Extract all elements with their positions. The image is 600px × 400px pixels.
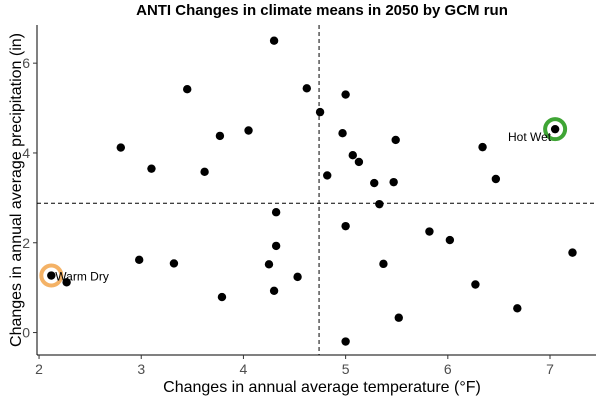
data-point — [341, 221, 350, 231]
highlight-label: Warm Dry — [55, 270, 109, 284]
data-point — [370, 178, 379, 188]
data-point — [200, 167, 209, 177]
data-point — [293, 272, 302, 282]
highlight-ring — [39, 263, 64, 288]
data-point — [550, 124, 560, 134]
x-tick-label: 7 — [546, 361, 554, 377]
y-tick-label: 6 — [22, 55, 30, 71]
data-point — [134, 255, 144, 265]
highlight-ring — [543, 117, 568, 142]
data-point — [116, 143, 125, 152]
data-point — [379, 259, 388, 269]
plot-area: 2 3 4 5 6 7 0 2 4 6 Warm Dry Hot Wet — [22, 25, 596, 377]
x-axis-label: Changes in annual average temperature (°… — [163, 379, 481, 396]
y-tick-label: 0 — [22, 325, 30, 341]
data-point — [375, 199, 384, 209]
data-point — [315, 107, 325, 117]
data-point — [338, 129, 347, 138]
data-point — [341, 90, 350, 99]
data-point — [391, 135, 400, 145]
data-point — [62, 278, 71, 287]
data-point — [271, 241, 281, 251]
x-tick-label: 6 — [444, 361, 452, 377]
y-tick-label: 2 — [22, 235, 30, 251]
data-point — [445, 235, 455, 245]
data-point — [348, 151, 357, 160]
chart-title: ANTI Changes in climate means in 2050 by… — [136, 2, 508, 19]
data-point — [394, 313, 403, 322]
data-point — [47, 271, 56, 280]
data-point — [341, 337, 350, 346]
data-point — [264, 260, 274, 269]
data-point — [568, 248, 577, 257]
data-point — [478, 142, 487, 152]
data-point — [471, 280, 480, 289]
data-point — [217, 292, 227, 302]
data-point — [491, 174, 501, 184]
data-point — [269, 286, 279, 295]
data-point — [302, 84, 311, 93]
data-point — [389, 177, 398, 187]
y-axis-label: Changes in annual average precipitation … — [8, 33, 25, 347]
data-point — [269, 36, 279, 45]
data-point — [271, 208, 281, 217]
data-point — [513, 304, 522, 313]
data-point — [215, 131, 225, 141]
data-point — [323, 171, 332, 180]
highlight-label: Hot Wet — [508, 130, 552, 144]
x-tick-label: 4 — [240, 361, 248, 377]
data-point — [147, 164, 156, 173]
x-tick-label: 5 — [342, 361, 350, 377]
x-tick-label: 3 — [137, 361, 145, 377]
data-point — [354, 157, 364, 167]
data-point — [169, 259, 179, 268]
data-point — [183, 85, 192, 94]
y-tick-label: 4 — [22, 145, 30, 161]
data-point — [244, 126, 253, 135]
x-tick-label: 2 — [35, 361, 43, 377]
data-point — [425, 227, 434, 236]
